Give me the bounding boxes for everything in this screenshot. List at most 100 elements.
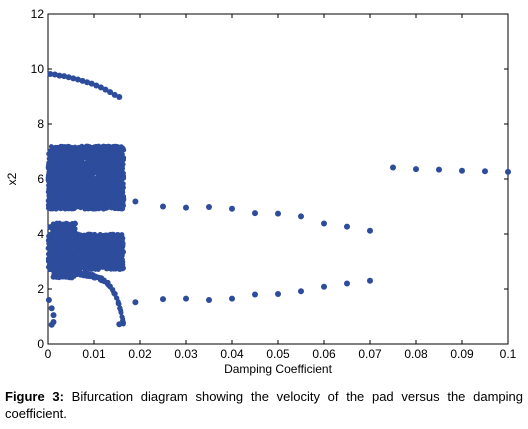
band-point xyxy=(119,170,125,176)
band-point xyxy=(76,168,82,174)
data-point xyxy=(116,94,123,101)
band-point xyxy=(77,153,83,158)
band-point xyxy=(69,275,75,281)
band-point xyxy=(116,177,122,183)
band-point xyxy=(61,241,67,247)
band-point xyxy=(82,202,88,208)
data-point xyxy=(49,239,56,246)
band-point xyxy=(96,206,101,212)
band-point xyxy=(106,246,112,252)
data-point xyxy=(183,295,189,302)
band-point xyxy=(118,161,124,166)
caption-label: Figure 3: xyxy=(5,389,64,404)
band-point xyxy=(121,203,126,209)
band-point xyxy=(72,220,78,226)
band-point xyxy=(94,195,100,201)
data-point xyxy=(111,91,118,98)
band-point xyxy=(105,201,110,207)
band-point xyxy=(110,258,116,263)
band-point xyxy=(99,249,105,255)
band-point xyxy=(65,150,71,156)
band-point xyxy=(77,243,83,249)
band-point xyxy=(115,239,120,245)
band-point xyxy=(118,183,124,189)
data-point xyxy=(206,204,212,211)
data-point xyxy=(505,168,511,175)
band-point xyxy=(53,158,59,164)
band-point xyxy=(101,143,106,149)
band-point xyxy=(78,162,84,168)
band-point xyxy=(86,161,92,167)
band-point xyxy=(80,237,85,243)
band-point xyxy=(94,244,100,250)
band-point xyxy=(85,190,91,195)
x-tick-label: 0.09 xyxy=(450,347,474,361)
data-point xyxy=(436,166,442,173)
data-point xyxy=(132,299,139,306)
band-point xyxy=(93,239,99,245)
band-point xyxy=(98,184,104,190)
band-point xyxy=(55,166,61,172)
data-points xyxy=(45,70,511,328)
band-point xyxy=(72,245,78,251)
band-point xyxy=(76,147,82,153)
axis-ticks xyxy=(47,13,509,345)
data-point xyxy=(482,168,488,175)
band-point xyxy=(110,250,116,256)
band-point xyxy=(80,194,86,200)
band-point xyxy=(48,206,53,212)
band-point xyxy=(87,243,93,249)
band-point xyxy=(60,165,66,171)
band-point xyxy=(112,173,118,179)
data-point xyxy=(50,312,57,319)
band-point xyxy=(57,254,63,260)
band-point xyxy=(107,193,113,199)
axis-tick-labels: 0 0.01 0.02 0.03 0.04 0.05 0.06 0.07 0.08 0.09 0.1… xyxy=(31,7,517,361)
band-point xyxy=(98,191,104,196)
band-point xyxy=(66,237,72,243)
band-point xyxy=(97,164,103,170)
data-point xyxy=(344,223,350,230)
band-point xyxy=(97,274,102,280)
band-point xyxy=(52,178,57,183)
band-point xyxy=(85,167,91,173)
data-point xyxy=(56,72,63,79)
band-point xyxy=(117,144,123,150)
band-point xyxy=(78,232,83,238)
data-point xyxy=(61,73,68,80)
data-point xyxy=(97,84,104,91)
x-tick-label: 0.04 xyxy=(220,347,244,361)
x-axis-label: Damping Coefficient xyxy=(224,362,333,376)
band-point xyxy=(47,149,53,155)
x-tick-label: 0.07 xyxy=(358,347,382,361)
band-point xyxy=(73,173,79,179)
band-point xyxy=(56,202,62,208)
band-point xyxy=(121,155,127,161)
data-point xyxy=(74,76,81,83)
band-point xyxy=(107,171,113,177)
band-point xyxy=(108,231,114,237)
band-point xyxy=(53,244,59,250)
band-point xyxy=(51,168,57,174)
band-point xyxy=(85,272,91,277)
band-point xyxy=(57,273,62,279)
band-point xyxy=(103,178,109,184)
band-point xyxy=(52,224,58,230)
band-point xyxy=(56,221,62,226)
band-point xyxy=(67,145,72,151)
band-point xyxy=(117,200,123,205)
band-point xyxy=(62,198,68,204)
band-point xyxy=(97,261,102,267)
band-point xyxy=(112,201,117,207)
band-point xyxy=(69,245,75,250)
data-point xyxy=(119,265,126,272)
band-point xyxy=(119,251,125,257)
band-point xyxy=(106,146,111,152)
band-point xyxy=(109,180,115,186)
data-point xyxy=(79,77,86,84)
band-point xyxy=(52,186,58,192)
band-point xyxy=(104,265,110,271)
band-point xyxy=(101,206,107,212)
band-point xyxy=(99,180,105,186)
band-point xyxy=(51,229,57,235)
